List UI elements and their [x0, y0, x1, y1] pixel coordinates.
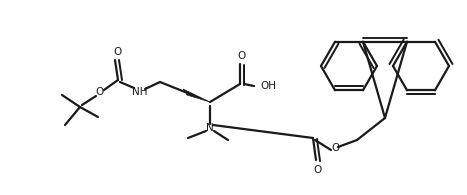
Text: NH: NH — [132, 87, 148, 97]
Text: O: O — [331, 143, 339, 153]
Text: O: O — [113, 47, 121, 57]
Text: O: O — [96, 87, 104, 97]
Text: N: N — [206, 123, 214, 133]
Text: OH: OH — [260, 81, 276, 91]
Text: O: O — [238, 51, 246, 61]
Polygon shape — [183, 89, 210, 102]
Text: O: O — [314, 165, 322, 175]
